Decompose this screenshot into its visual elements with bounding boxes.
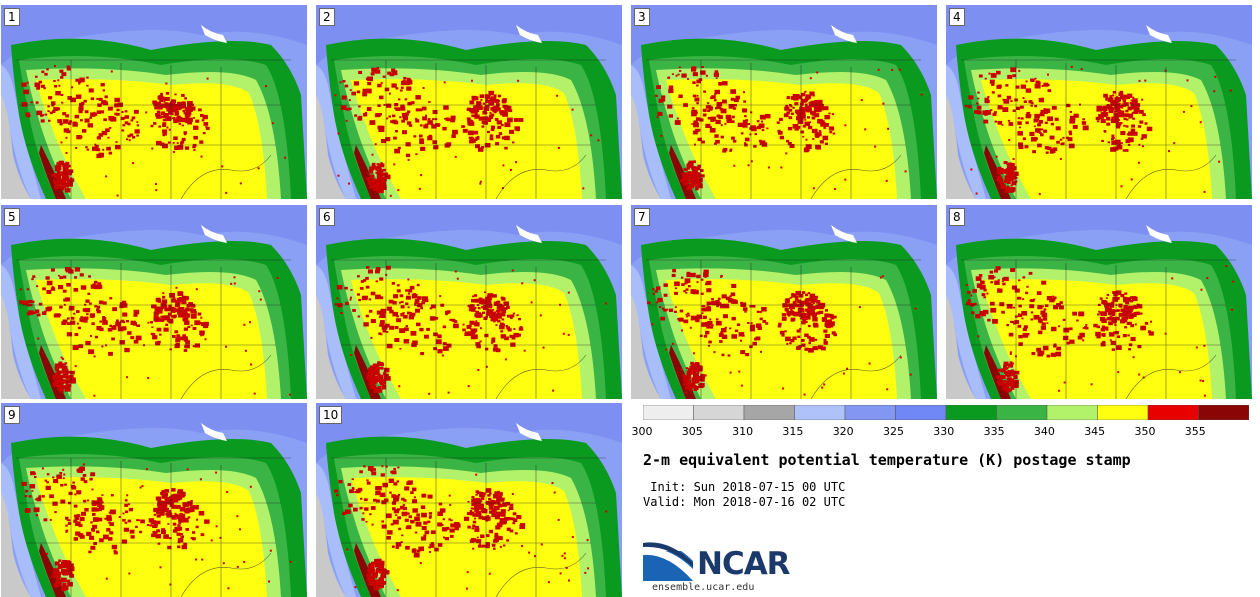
colorbar-segment [945, 405, 997, 420]
colorbar-segment [1097, 405, 1149, 420]
colorbar-segment [1147, 405, 1199, 420]
ensemble-member-map: 1 [1, 5, 307, 199]
colorbar-tick-label: 350 [1134, 425, 1156, 438]
init-time: Init: Sun 2018-07-15 00 UTC [643, 480, 846, 494]
member-number: 6 [319, 208, 335, 226]
ensemble-member-map: 3 [631, 5, 937, 199]
member-number: 4 [949, 8, 965, 26]
us-map-icon [1, 205, 307, 399]
colorbar-segment [844, 405, 896, 420]
us-map-icon [631, 205, 937, 399]
member-number: 10 [319, 406, 343, 424]
ensemble-member-map: 6 [316, 205, 622, 399]
us-map-icon [316, 5, 622, 199]
member-number: 3 [634, 8, 650, 26]
ensemble-member-map: 10 [316, 403, 622, 597]
colorbar-segment [643, 405, 694, 420]
colorbar-segment [693, 405, 745, 420]
colorbar-tick-label: 340 [1033, 425, 1055, 438]
us-map-icon [1, 403, 307, 597]
member-number: 2 [319, 8, 335, 26]
ensemble-member-map: 4 [946, 5, 1252, 199]
us-map-icon [946, 205, 1252, 399]
us-map-icon [316, 205, 622, 399]
colorbar-tick-label: 335 [983, 425, 1005, 438]
member-number: 7 [634, 208, 650, 226]
colorbar-tick-label: 310 [732, 425, 754, 438]
us-map-icon [631, 5, 937, 199]
colorbar-tick-label: 300 [631, 425, 653, 438]
ensemble-member-map: 7 [631, 205, 937, 399]
member-number: 8 [949, 208, 965, 226]
colorbar-tick-label: 330 [933, 425, 955, 438]
ncar-wordmark: NCAR [697, 546, 791, 582]
ensemble-member-map: 2 [316, 5, 622, 199]
colorbar [643, 405, 1249, 420]
colorbar-tick-label: 305 [681, 425, 703, 438]
colorbar-tick-label: 355 [1184, 425, 1206, 438]
us-map-icon [946, 5, 1252, 199]
colorbar-tick-label: 325 [883, 425, 904, 438]
colorbar-segment [996, 405, 1048, 420]
ensemble-member-map: 9 [1, 403, 307, 597]
us-map-icon [1, 5, 307, 199]
colorbar-tick-label: 320 [832, 425, 854, 438]
ensemble-member-map: 5 [1, 205, 307, 399]
site-url: ensemble.ucar.edu [652, 582, 755, 593]
colorbar-tick-label: 315 [782, 425, 804, 438]
colorbar-segment [895, 405, 947, 420]
colorbar-tick-label: 345 [1084, 425, 1106, 438]
colorbar-segment [794, 405, 846, 420]
colorbar-segment [743, 405, 795, 420]
colorbar-segment [1046, 405, 1098, 420]
ensemble-member-map: 8 [946, 205, 1252, 399]
ncar-logo-icon [643, 541, 693, 581]
plot-title: 2-m equivalent potential temperature (K)… [643, 451, 1131, 469]
us-map-icon [316, 403, 622, 597]
valid-time: Valid: Mon 2018-07-16 02 UTC [643, 495, 846, 509]
colorbar-segment [1198, 405, 1249, 420]
member-number: 1 [4, 8, 20, 26]
member-number: 5 [4, 208, 20, 226]
member-number: 9 [4, 406, 20, 424]
